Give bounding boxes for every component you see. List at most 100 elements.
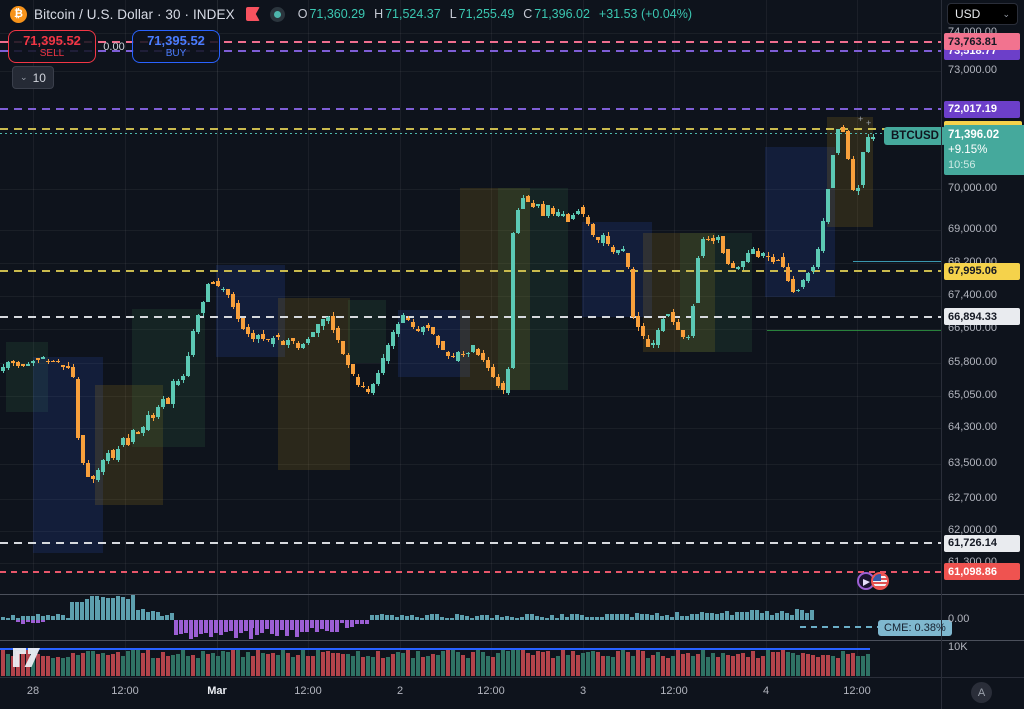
lot-size-button[interactable]: ⌄ 10 bbox=[12, 66, 54, 89]
candle bbox=[551, 207, 555, 214]
volume-bar bbox=[66, 657, 70, 676]
volume-bar bbox=[286, 653, 290, 676]
candle bbox=[391, 331, 395, 347]
box-highlight-green bbox=[498, 188, 568, 391]
candle bbox=[221, 289, 225, 291]
candle bbox=[316, 324, 320, 334]
time-label[interactable]: 12:00 bbox=[660, 685, 688, 697]
time-label[interactable]: 4 bbox=[762, 685, 770, 697]
volume-bar bbox=[456, 651, 460, 676]
indicator-bar-positive bbox=[630, 616, 634, 620]
time-label[interactable]: 3 bbox=[579, 685, 587, 697]
currency-selector[interactable]: USD ⌄ bbox=[947, 3, 1018, 25]
candle bbox=[231, 293, 235, 307]
volume-bar bbox=[151, 657, 155, 676]
candle bbox=[571, 214, 575, 220]
volume-bar bbox=[501, 649, 505, 676]
indicator-bar-negative bbox=[189, 620, 193, 639]
time-label[interactable]: 12:00 bbox=[843, 685, 871, 697]
pane-separator[interactable] bbox=[0, 594, 1024, 595]
candle bbox=[356, 377, 360, 386]
volume-bar bbox=[86, 651, 90, 676]
volume-bar bbox=[746, 657, 750, 676]
indicator-bar-positive bbox=[735, 611, 739, 620]
volume-bar bbox=[1, 649, 5, 676]
time-label[interactable]: 2 bbox=[396, 685, 404, 697]
time-label[interactable]: 12:00 bbox=[294, 685, 322, 697]
candle bbox=[396, 324, 400, 334]
pane-separator[interactable] bbox=[0, 640, 1024, 641]
indicator-bar-positive bbox=[530, 614, 534, 620]
price-axis-label: 67,400.00 bbox=[948, 288, 997, 301]
candle bbox=[126, 437, 130, 445]
indicator-bar-positive bbox=[550, 614, 554, 620]
indicator-bar-positive bbox=[505, 615, 509, 620]
flag-bookmark-icon[interactable] bbox=[245, 7, 260, 21]
adjust-axis-button[interactable]: A bbox=[971, 682, 992, 703]
box-highlight-green bbox=[6, 342, 48, 413]
volume-bar bbox=[811, 654, 815, 676]
volume-bar bbox=[761, 656, 765, 676]
candle bbox=[416, 329, 420, 331]
chevron-down-icon: ⌄ bbox=[20, 72, 28, 82]
box-highlight-navy bbox=[33, 357, 103, 554]
tradingview-logo[interactable] bbox=[12, 647, 46, 673]
candle bbox=[696, 258, 700, 303]
spread-value: 0.00 bbox=[103, 40, 125, 53]
sell-button[interactable]: 71,395.52 SELL bbox=[8, 30, 96, 63]
indicator-bar-negative bbox=[31, 620, 35, 624]
candle bbox=[21, 364, 25, 366]
indicator-bar-positive bbox=[480, 615, 484, 620]
indicator-bar-positive bbox=[775, 612, 779, 620]
indicator-bar-positive bbox=[765, 610, 769, 620]
indicator-bar-positive bbox=[685, 615, 689, 620]
indicator-bar-negative bbox=[255, 620, 259, 635]
high-value: 71,524.37 bbox=[385, 7, 441, 21]
candle bbox=[156, 406, 160, 418]
volume-bar bbox=[536, 651, 540, 676]
volume-bar bbox=[826, 654, 830, 676]
time-label[interactable]: 12:00 bbox=[111, 685, 139, 697]
candle bbox=[281, 340, 285, 346]
volume-bar bbox=[391, 653, 395, 676]
candle bbox=[146, 414, 150, 430]
time-label[interactable]: 12:00 bbox=[477, 685, 505, 697]
candle bbox=[241, 318, 245, 330]
indicator-bar-positive bbox=[805, 613, 809, 620]
candle bbox=[446, 351, 450, 356]
price-axis[interactable]: 74,000.00 73,000.00 70,000.00 69,000.00 68,2… bbox=[942, 0, 1024, 677]
indicator-bar-positive bbox=[101, 597, 105, 620]
volume-bar bbox=[576, 655, 580, 676]
indicator-bar-negative bbox=[239, 620, 243, 634]
candle bbox=[321, 319, 325, 327]
indicator-bar-positive bbox=[11, 614, 15, 620]
volume-pane[interactable] bbox=[0, 641, 941, 677]
price-line-symbol-tag[interactable]: BTCUSD bbox=[884, 127, 946, 145]
price-pane[interactable] bbox=[0, 0, 941, 594]
volume-bar bbox=[861, 656, 865, 676]
candle bbox=[751, 249, 755, 254]
candle bbox=[66, 365, 70, 369]
price-axis-border bbox=[941, 0, 942, 709]
grid-line-horizontal bbox=[0, 189, 941, 191]
volume-bar bbox=[336, 652, 340, 676]
candle bbox=[546, 205, 550, 216]
indicator-bar-positive bbox=[96, 600, 100, 620]
time-label[interactable]: Mar bbox=[207, 685, 227, 697]
buy-button[interactable]: 71,395.52 BUY bbox=[132, 30, 220, 63]
candle bbox=[611, 246, 615, 253]
indicator-bar-negative bbox=[265, 620, 269, 629]
volume-bar bbox=[631, 656, 635, 676]
volume-bar bbox=[221, 650, 225, 676]
time-axis[interactable]: 28 12:00 Mar 12:00 2 12:00 3 12:00 4 12:00 bbox=[0, 678, 1024, 709]
indicator-bar-negative bbox=[184, 620, 188, 634]
cme-spread-badge[interactable]: CME: 0.38% bbox=[878, 620, 952, 636]
cme-indicator-pane[interactable] bbox=[0, 595, 941, 640]
candle bbox=[6, 362, 10, 368]
candle bbox=[456, 352, 460, 361]
time-label[interactable]: 28 bbox=[26, 685, 40, 697]
indicator-bar-positive bbox=[375, 614, 379, 620]
us-flag-event-icon[interactable] bbox=[871, 572, 889, 590]
volume-axis-label: 10K bbox=[948, 641, 968, 653]
candle bbox=[636, 316, 640, 328]
